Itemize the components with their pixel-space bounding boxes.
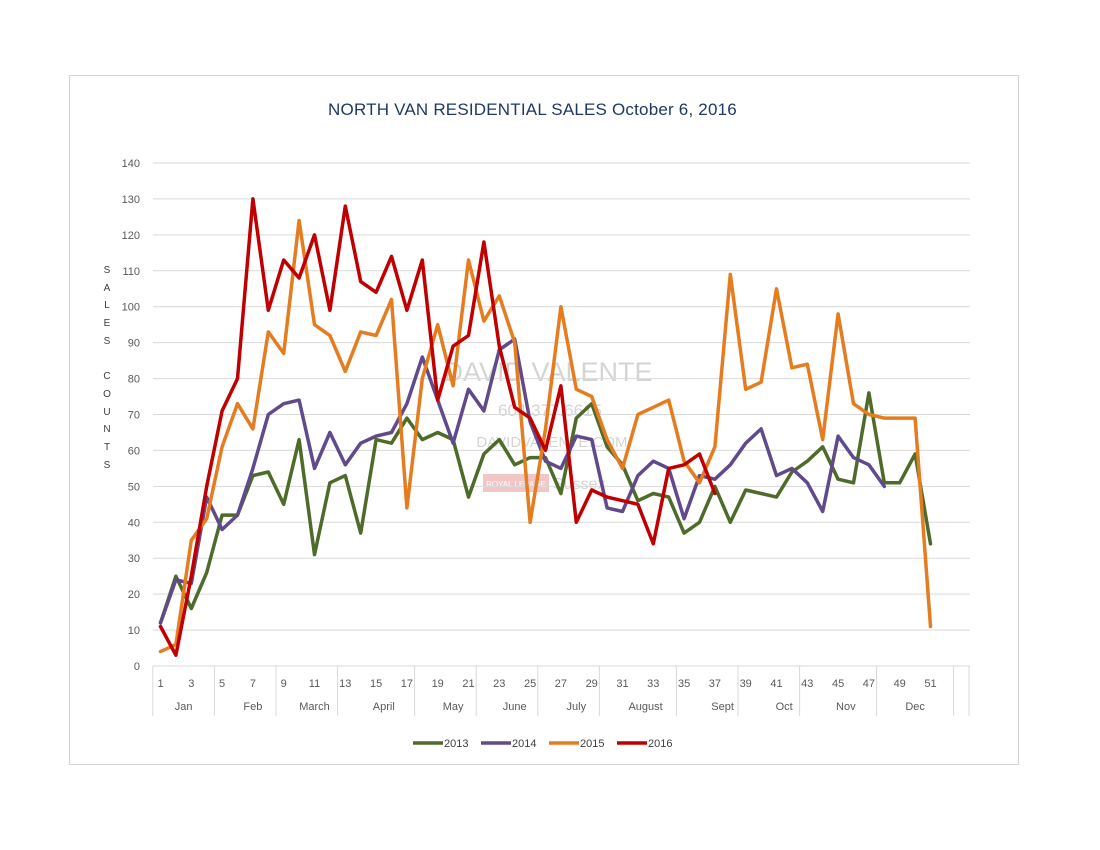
x-tick-label: 25 [524, 678, 536, 690]
x-tick-label: 31 [616, 678, 628, 690]
y-tick-label: 60 [128, 445, 140, 457]
x-tick-label: 13 [339, 678, 351, 690]
legend-label-2013: 2013 [444, 738, 468, 750]
chart-frame [69, 75, 1019, 765]
month-label: March [299, 701, 330, 713]
y-tick-label: 50 [128, 481, 140, 493]
x-tick-label: 39 [740, 678, 752, 690]
legend-label-2015: 2015 [580, 738, 604, 750]
y-axis-label-letter: S [103, 265, 111, 276]
watermark-logo-box [483, 474, 549, 492]
series-line-2014 [158, 337, 887, 625]
y-axis-label-letter: S [103, 335, 111, 347]
x-tick-label: 49 [894, 678, 906, 690]
y-axis-label-letter: U [103, 406, 111, 418]
y-tick-label: 130 [122, 194, 140, 206]
y-tick-label: 120 [122, 230, 140, 242]
month-label: Sept [711, 701, 734, 713]
series-line-2016 [158, 197, 717, 657]
y-axis-label-letter: E [103, 318, 111, 330]
x-tick-label: 21 [462, 678, 474, 690]
x-tick-label: 45 [832, 678, 844, 690]
month-label: Dec [905, 701, 925, 713]
month-label: August [628, 701, 662, 713]
series-lines [158, 197, 933, 657]
x-tick-label: 1 [157, 678, 163, 690]
x-tick-label: 27 [555, 678, 567, 690]
x-tick-label: 9 [281, 678, 287, 690]
x-tick-label: 33 [647, 678, 659, 690]
legend-label-2016: 2016 [648, 738, 672, 750]
y-tick-label: 10 [128, 625, 140, 637]
y-tick-label: 110 [122, 266, 140, 278]
x-tick-label: 35 [678, 678, 690, 690]
x-tick-label: 19 [432, 678, 444, 690]
x-tick-label: 3 [188, 678, 194, 690]
y-axis-label-letter: T [103, 441, 111, 453]
legend: 2013 2014 2015 2016 [413, 738, 672, 750]
x-tick-label: 43 [801, 678, 813, 690]
month-label: Jan [175, 701, 193, 713]
x-axis: 1 3 5 7 9 11 13 15 17 19 21 23 25 27 29 31 33 35 37 39 41 43 4… [152, 665, 970, 716]
x-tick-label: 11 [309, 678, 320, 690]
y-axis-label-letter: S [103, 459, 111, 471]
y-tick-label: 100 [122, 302, 140, 314]
x-tick-label: 29 [586, 678, 598, 690]
x-tick-label: 37 [709, 678, 721, 690]
y-tick-label: 90 [128, 338, 140, 350]
chart-title: NORTH VAN RESIDENTIAL SALES October 6, 2… [328, 100, 737, 119]
month-label: Feb [243, 701, 262, 713]
watermark: DAVID VALENTE 604.377.6615 DAVIDVALENTE.… [443, 357, 652, 493]
month-label: May [443, 701, 464, 713]
x-tick-label: 7 [250, 678, 256, 690]
y-tick-label: 0 [134, 661, 140, 673]
month-label: June [503, 701, 527, 713]
x-tick-label: 15 [370, 678, 382, 690]
y-tick-label: 80 [128, 374, 140, 386]
y-tick-label: 140 [122, 158, 140, 170]
y-tick-label: 70 [128, 410, 140, 422]
gridlines [153, 162, 970, 667]
y-tick-label: 40 [128, 517, 140, 529]
x-tick-label: 23 [493, 678, 505, 690]
x-tick-label: 47 [863, 678, 875, 690]
y-axis-label-letter: C [103, 371, 111, 383]
y-axis-label-letter: O [103, 388, 111, 400]
month-label: July [567, 701, 587, 713]
month-label: April [373, 701, 395, 713]
y-axis-label-letter: L [104, 300, 110, 312]
x-tick-label: 5 [219, 678, 225, 690]
y-tick-label: 30 [128, 553, 140, 565]
x-tick-label: 17 [401, 678, 413, 690]
y-axis-label-letter: A [103, 282, 111, 294]
watermark-logo: ROYAL LEPAGE [486, 480, 546, 489]
legend-label-2014: 2014 [512, 738, 536, 750]
y-tick-label: 20 [128, 589, 140, 601]
watermark-name: DAVID VALENTE [443, 357, 652, 387]
x-tick-label: 41 [770, 678, 782, 690]
month-label: Nov [836, 701, 856, 713]
x-tick-label: 51 [924, 678, 936, 690]
y-axis-label-letter: N [103, 424, 111, 436]
y-axis-ticks: 0 10 20 30 40 50 60 70 80 90 100 110 120 130 140 [122, 158, 140, 673]
series-line-2015 [158, 218, 933, 654]
month-label: Oct [776, 701, 793, 713]
